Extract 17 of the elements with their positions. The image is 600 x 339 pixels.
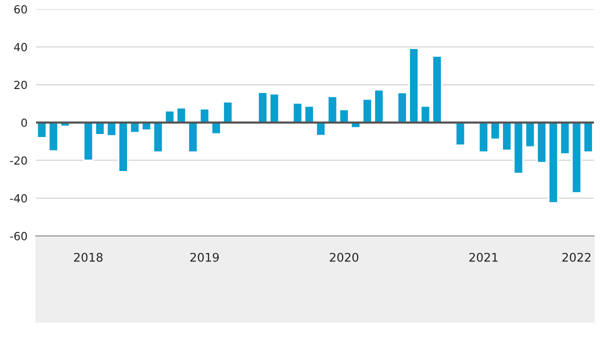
y-tick-label: 60 [14, 5, 27, 14]
y-tick-label: -40 [10, 194, 27, 203]
x-tick-label: 2019 [190, 252, 219, 262]
bar [199, 108, 210, 124]
y-tick-label: 0 [21, 118, 27, 127]
bar [188, 122, 198, 153]
bar [455, 122, 466, 146]
y-tick-label: 40 [14, 42, 27, 52]
x-tick-label: 2018 [74, 252, 103, 262]
bar [316, 122, 326, 136]
x-tick-label: 2020 [330, 252, 358, 262]
y-tick-label: 20 [14, 80, 27, 90]
x-tick-label: 2021 [469, 252, 498, 262]
y-tick-label: -60 [10, 232, 27, 240]
y-tick-label: -20 [10, 156, 27, 165]
bar [222, 101, 234, 124]
x-tick-label: 2022 [562, 252, 590, 262]
